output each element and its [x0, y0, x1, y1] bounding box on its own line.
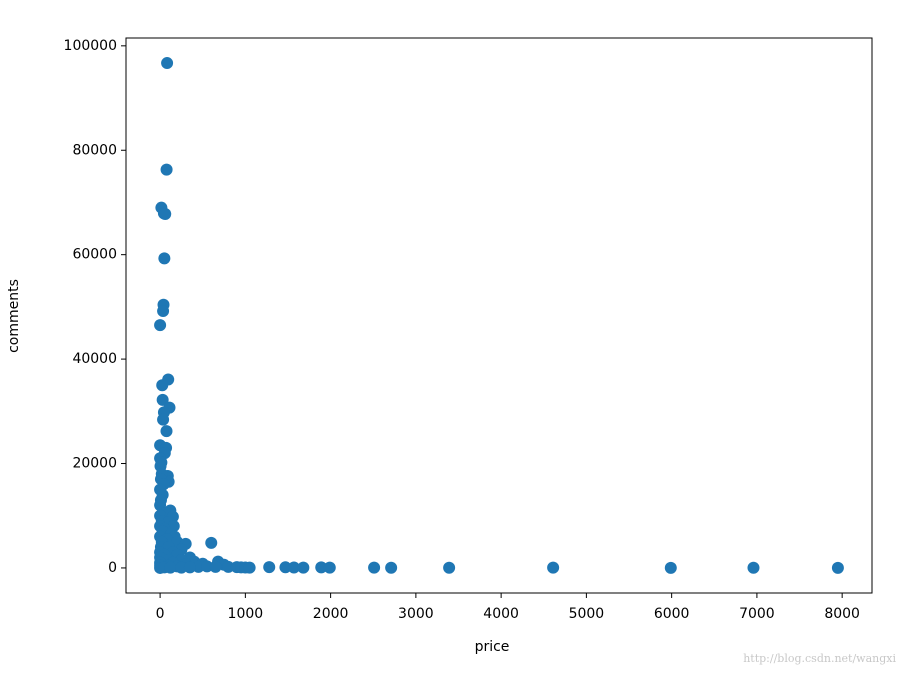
y-tick-label: 100000: [64, 38, 117, 54]
point: [160, 425, 173, 438]
point: [205, 536, 218, 549]
point: [175, 561, 188, 574]
point: [287, 561, 300, 574]
point: [243, 561, 256, 574]
point: [664, 561, 677, 574]
x-tick-label: 0: [156, 606, 165, 622]
point: [222, 560, 235, 573]
watermark: http://blog.csdn.net/wangxi: [743, 652, 896, 665]
point: [279, 561, 292, 574]
point: [831, 561, 844, 574]
y-tick-label: 20000: [72, 456, 117, 472]
point: [164, 561, 177, 574]
point: [263, 561, 276, 574]
x-tick-label: 7000: [739, 606, 775, 622]
x-tick-label: 2000: [313, 606, 349, 622]
point: [747, 561, 760, 574]
point: [209, 560, 222, 573]
y-tick-label: 80000: [72, 142, 117, 158]
x-axis-label: price: [475, 639, 510, 655]
point: [161, 57, 174, 70]
y-tick-label: 60000: [72, 247, 117, 263]
point: [368, 561, 381, 574]
point: [156, 379, 169, 392]
y-axis-label: comments: [6, 279, 22, 353]
point: [159, 207, 172, 220]
point: [385, 561, 398, 574]
point: [443, 561, 456, 574]
point: [160, 163, 173, 176]
x-tick-label: 3000: [398, 606, 434, 622]
x-tick-label: 5000: [569, 606, 605, 622]
x-tick-label: 1000: [228, 606, 264, 622]
point: [200, 560, 213, 573]
y-tick-label: 0: [108, 560, 117, 576]
plot-frame: [125, 37, 873, 594]
point: [297, 561, 310, 574]
point: [156, 393, 169, 406]
x-tick-label: 4000: [483, 606, 519, 622]
point: [323, 561, 336, 574]
point: [183, 561, 196, 574]
point: [157, 305, 170, 318]
point: [547, 561, 560, 574]
point: [157, 413, 170, 426]
point: [192, 560, 205, 573]
x-tick-label: 6000: [654, 606, 690, 622]
point: [154, 319, 167, 332]
point: [315, 561, 328, 574]
y-tick-label: 40000: [72, 351, 117, 367]
x-tick-label: 8000: [824, 606, 860, 622]
point: [158, 252, 171, 265]
